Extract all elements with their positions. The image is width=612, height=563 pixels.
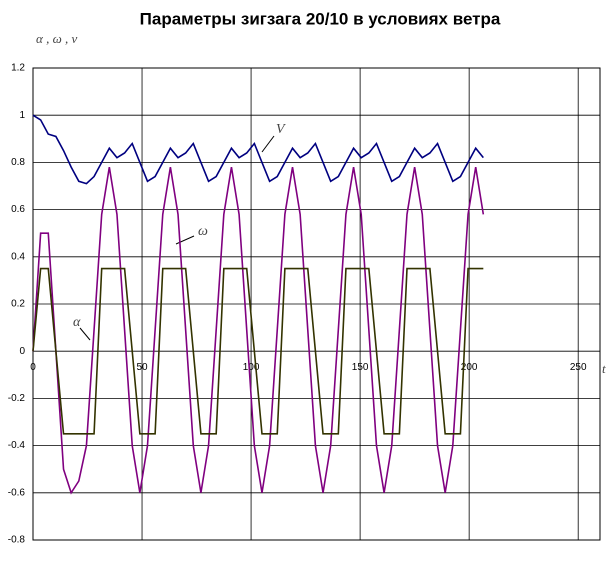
series-line xyxy=(32,267,484,435)
y-tick-label: 1 xyxy=(19,110,25,121)
y-tick-label: -0.6 xyxy=(8,487,26,498)
y-tick-label: 0.6 xyxy=(11,204,25,215)
series-label: α xyxy=(73,315,81,330)
leader-line xyxy=(175,235,195,245)
y-tick-label: -0.4 xyxy=(8,440,26,451)
y-tick-label: 0 xyxy=(19,346,25,357)
y-axis-label: α , ω , v xyxy=(36,31,78,46)
series-line xyxy=(32,166,485,495)
y-tick-label: -0.2 xyxy=(8,393,26,404)
series-line xyxy=(32,114,484,185)
y-tick-label: 0.4 xyxy=(11,251,25,262)
series-label: ω xyxy=(198,224,208,239)
plot-border xyxy=(32,67,601,541)
leader-line xyxy=(261,135,275,153)
y-tick-label: -0.8 xyxy=(8,535,26,546)
y-tick-label: 0.2 xyxy=(11,299,25,310)
chart-title: Параметры зигзага 20/10 в условиях ветра xyxy=(140,9,501,28)
y-tick-label: 1.2 xyxy=(11,63,25,74)
x-axis-label: t xyxy=(602,361,606,376)
y-tick-label: 0.8 xyxy=(11,157,25,168)
series-label: V xyxy=(276,122,286,137)
leader-line xyxy=(79,327,91,341)
